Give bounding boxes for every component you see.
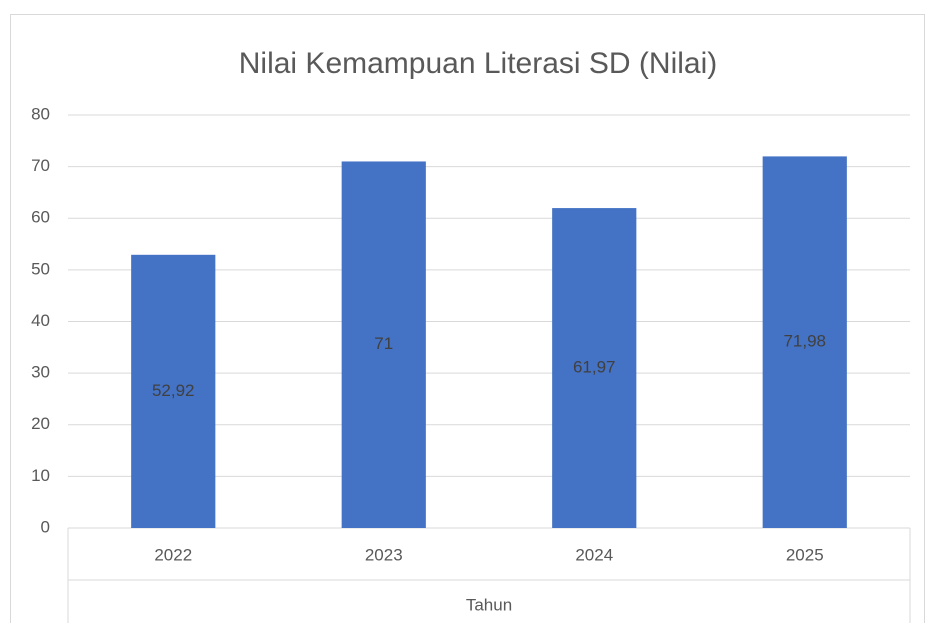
data-label: 61,97 <box>573 358 616 377</box>
x-tick-label: 2022 <box>154 545 192 564</box>
bar <box>552 208 637 528</box>
x-axis-title: Tahun <box>466 595 512 614</box>
y-tick-label: 10 <box>31 466 50 485</box>
chart-title: Nilai Kemampuan Literasi SD (Nilai) <box>239 47 718 80</box>
data-label: 52,92 <box>152 381 195 400</box>
bar <box>131 254 216 528</box>
data-label: 71 <box>374 334 393 353</box>
bar <box>762 156 847 528</box>
y-tick-label: 30 <box>31 363 50 382</box>
y-tick-label: 20 <box>31 414 50 433</box>
data-label: 71,98 <box>783 332 826 351</box>
bar <box>341 161 426 528</box>
x-tick-label: 2024 <box>575 545 613 564</box>
y-tick-label: 0 <box>41 517 50 536</box>
y-tick-label: 40 <box>31 311 50 330</box>
y-tick-label: 80 <box>31 104 50 123</box>
y-tick-label: 60 <box>31 208 50 227</box>
y-tick-label: 70 <box>31 156 50 175</box>
x-tick-label: 2025 <box>786 545 824 564</box>
x-tick-label: 2023 <box>365 545 403 564</box>
y-tick-label: 50 <box>31 259 50 278</box>
